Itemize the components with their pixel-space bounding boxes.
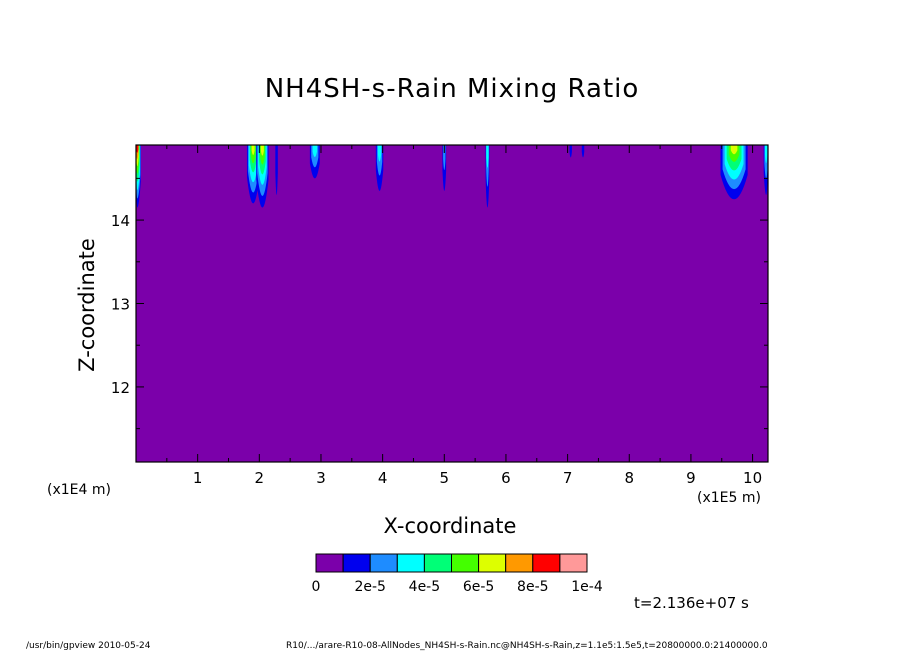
contour-region — [251, 145, 255, 155]
footer-program: /usr/bin/gpview 2010-05-24 — [26, 641, 151, 651]
colorbar-label: 6e-5 — [463, 579, 494, 595]
x-tick-label: 4 — [378, 469, 388, 487]
colorbar-label: 2e-5 — [354, 579, 385, 595]
x-tick-label: 5 — [440, 469, 450, 487]
x-axis-label: X-coordinate — [383, 514, 517, 538]
x-tick-label: 2 — [255, 469, 265, 487]
colorbar-label: 4e-5 — [409, 579, 440, 595]
colorbar-swatch — [505, 553, 534, 573]
x-tick-label: 7 — [563, 469, 573, 487]
x-tick-label: 1 — [193, 469, 203, 487]
time-label: t=2.136e+07 s — [634, 594, 749, 612]
colorbar-label: 0 — [312, 579, 321, 595]
contour-region — [275, 145, 278, 196]
x-tick-label: 3 — [316, 469, 326, 487]
contour-region — [486, 145, 489, 168]
chart-title: NH4SH-s-Rain Mixing Ratio — [264, 74, 640, 104]
colorbar-swatch — [532, 553, 561, 573]
colorbar-swatch — [315, 553, 344, 573]
contour-region — [764, 145, 768, 164]
contour-region — [260, 145, 264, 156]
y-axis-unit: (x1E4 m) — [47, 482, 111, 498]
colorbar-swatch — [478, 553, 507, 573]
x-tick-label: 9 — [686, 469, 696, 487]
colorbar-swatch — [451, 553, 480, 573]
contour-region — [136, 145, 139, 153]
colorbar-swatch — [423, 553, 452, 573]
colorbar-label: 1e-4 — [571, 579, 603, 595]
colorbar-swatch — [559, 553, 588, 573]
contour-region — [730, 145, 738, 155]
colorbar-swatch — [369, 553, 398, 573]
x-tick-label: 8 — [624, 469, 634, 487]
colorbar-swatch — [396, 553, 425, 573]
y-axis-label: Z-coordinate — [75, 238, 99, 372]
x-tick-label: 6 — [501, 469, 511, 487]
colorbar-label: 8e-5 — [517, 579, 548, 595]
contour-region — [377, 145, 382, 162]
footer-source: R10/.../arare-R10-08-AllNodes_NH4SH-s-Ra… — [286, 641, 768, 651]
contour-field — [136, 145, 768, 462]
y-tick-label: 12 — [111, 379, 130, 397]
y-tick-label: 13 — [111, 296, 130, 314]
contour-region — [312, 145, 318, 158]
x-axis-unit: (x1E5 m) — [697, 490, 761, 506]
contour-region — [581, 145, 585, 158]
contour-region — [569, 145, 572, 158]
colorbar-swatch — [342, 553, 371, 573]
contour-region — [443, 145, 446, 171]
x-tick-label: 10 — [743, 469, 762, 487]
y-tick-label: 14 — [111, 212, 130, 230]
